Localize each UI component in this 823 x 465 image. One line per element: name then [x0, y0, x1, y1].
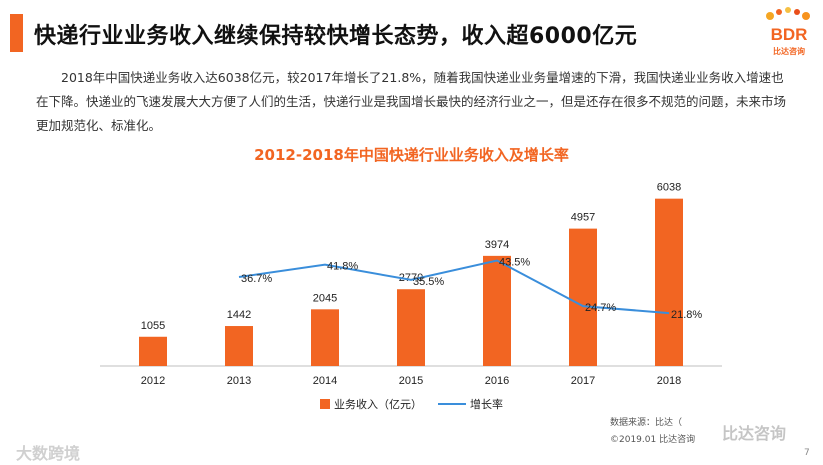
- line-label-2018: 21.8%: [671, 309, 702, 321]
- bar-label-2017: 4957: [571, 212, 595, 224]
- logo-subtitle: 比达咨询: [773, 47, 805, 56]
- source-line-2: ©2019.01 比达咨询: [610, 435, 696, 445]
- watermark-right: 比达咨询: [722, 424, 787, 443]
- bar-label-2018: 6038: [657, 182, 681, 194]
- source-line-1: 数据来源：比达（: [610, 418, 683, 428]
- bar-2015: [397, 289, 425, 366]
- line-label-2016: 43.5%: [499, 257, 530, 269]
- x-tick-2017: 2017: [571, 375, 595, 387]
- legend-bar-label: 业务收入（亿元）: [334, 397, 422, 411]
- legend-bar-swatch: [320, 399, 330, 409]
- bar-label-2016: 3974: [485, 239, 509, 251]
- page-number: 7: [804, 448, 810, 458]
- x-tick-2015: 2015: [399, 375, 423, 387]
- bar-label-2015: 2770: [399, 272, 423, 284]
- chart-title: 2012-2018年中国快递行业业务收入及增长率: [254, 146, 569, 164]
- bar-label-2014: 2045: [313, 292, 337, 304]
- watermark-left: 大数跨境: [16, 444, 81, 463]
- bdr-logo: BDR: [766, 7, 810, 44]
- x-tick-2013: 2013: [227, 375, 251, 387]
- line-label-2015: 35.5%: [413, 276, 444, 288]
- x-tick-2016: 2016: [485, 375, 509, 387]
- legend-line-label: 增长率: [470, 397, 503, 411]
- intro-paragraph: 2018年中国快递业务收入达6038亿元，较2017年增长了21.8%，随着我国…: [36, 70, 787, 133]
- bar-2012: [139, 336, 167, 366]
- bar-2018: [655, 198, 683, 366]
- bar-label-2013: 1442: [227, 309, 251, 321]
- line-label-2017: 24.7%: [585, 302, 616, 314]
- growth-rate-line: [238, 259, 670, 315]
- logo-letters: BDR: [771, 25, 808, 44]
- bar-2017: [569, 228, 597, 366]
- bar-2013: [225, 326, 253, 366]
- page-title: 快递行业业务收入继续保持较快增长态势，收入超6000亿元: [34, 24, 638, 49]
- x-tick-2018: 2018: [657, 375, 681, 387]
- logo-dots: [766, 7, 810, 20]
- line-label-2013: 36.7%: [241, 273, 272, 285]
- bar-2014: [311, 309, 339, 366]
- bar-label-2012: 1055: [141, 320, 165, 332]
- title-accent-bar: [10, 14, 23, 52]
- source-note: 数据来源：比达（ ©2019.01 比达咨询: [610, 415, 695, 449]
- x-tick-2014: 2014: [313, 375, 337, 387]
- x-tick-2012: 2012: [141, 375, 165, 387]
- bar-2016: [483, 255, 511, 366]
- line-label-2014: 41.8%: [327, 261, 358, 273]
